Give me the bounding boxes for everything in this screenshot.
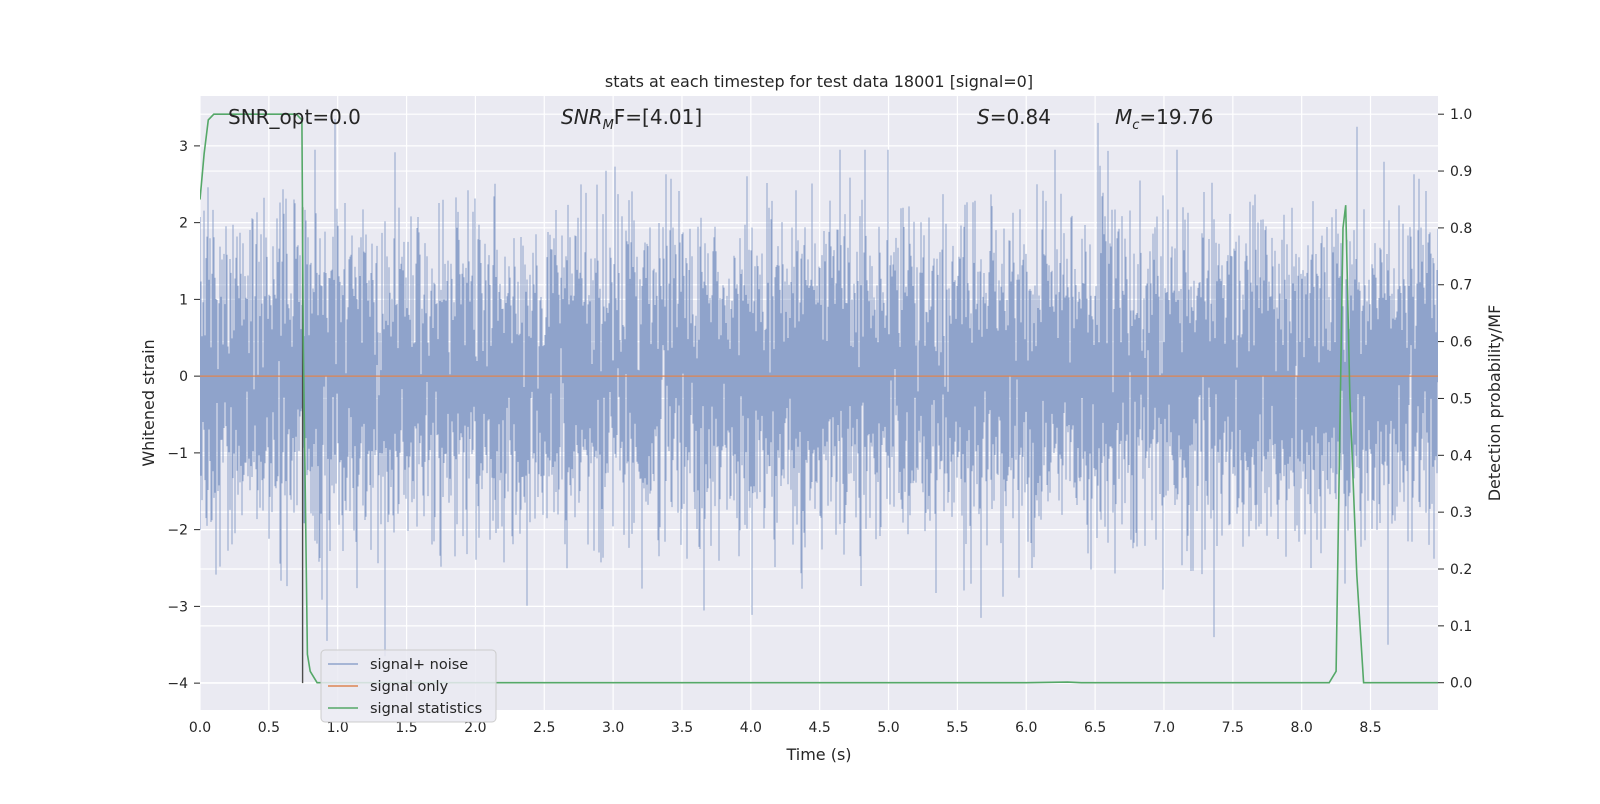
annotation-s-label: S [977, 105, 990, 129]
annotation-snr-mf: SNRMF=[4.01] [561, 105, 702, 133]
x-tick-label-4: 2.0 [464, 720, 486, 736]
annotation-mc-value: =19.76 [1139, 105, 1213, 129]
y-right-tick-label-3: 0.7 [1450, 278, 1472, 294]
y-tick-label-5: −2 [167, 523, 188, 539]
y-right-tick-label-0: 1.0 [1450, 107, 1472, 123]
axis-ticks: 0.0 0.5 1.0 1.5 2.0 2.5 3.0 3.5 4.0 4.5 5.0 5.5 6.0 6… [167, 107, 1472, 736]
x-tick-label-12: 6.0 [1015, 720, 1037, 736]
y-right-tick-label-8: 0.2 [1450, 562, 1472, 578]
legend-label-signal-statistics: signal statistics [370, 701, 482, 717]
annotation-snr-opt: SNR_opt=0.0 [228, 105, 361, 129]
x-tick-label-5: 2.5 [533, 720, 555, 736]
x-tick-label-8: 4.0 [740, 720, 762, 736]
y-right-tick-label-9: 0.1 [1450, 619, 1472, 635]
signal-noise-series [200, 119, 1438, 657]
x-tick-label-2: 1.0 [327, 720, 349, 736]
y-tick-label-2: 1 [179, 292, 188, 308]
legend-label-signal-only: signal only [370, 679, 449, 695]
y-tick-label-4: −1 [167, 446, 188, 462]
annotation-mc-sub: c [1132, 118, 1139, 133]
chart-title: stats at each timestep for test data 180… [605, 72, 1033, 91]
x-tick-label-1: 0.5 [258, 720, 280, 736]
y-right-tick-label-5: 0.5 [1450, 391, 1472, 407]
y-right-tick-label-4: 0.6 [1450, 335, 1472, 351]
y-tick-label-3: 0 [179, 369, 188, 385]
annotation-snr-mf-label: SNR [561, 105, 603, 129]
x-tick-label-7: 3.5 [671, 720, 693, 736]
y-axis-right-label: Detection probability/MF [1485, 305, 1504, 502]
series-signal-plus-noise [200, 119, 1438, 657]
legend: signal+ noise signal only signal statist… [320, 649, 497, 723]
y-tick-label-6: −3 [167, 599, 188, 615]
y-right-tick-label-7: 0.3 [1450, 505, 1472, 521]
x-tick-label-17: 8.5 [1359, 720, 1381, 736]
x-tick-label-14: 7.0 [1153, 720, 1175, 736]
annotation-s-value: =0.84 [990, 105, 1051, 129]
x-tick-label-16: 8.0 [1291, 720, 1313, 736]
x-tick-label-9: 4.5 [809, 720, 831, 736]
y-right-tick-label-2: 0.8 [1450, 221, 1472, 237]
annotation-s: S=0.84 [977, 105, 1051, 129]
x-axis-label: Time (s) [785, 745, 851, 764]
x-tick-label-10: 5.0 [877, 720, 899, 736]
legend-label-signal-plus-noise: signal+ noise [370, 657, 468, 673]
annotation-snr-mf-sub: M [603, 118, 614, 133]
x-tick-label-3: 1.5 [395, 720, 417, 736]
x-tick-label-6: 3.0 [602, 720, 624, 736]
annotation-snr-mf-value: F=[4.01] [614, 105, 702, 129]
y-right-tick-label-10: 0.0 [1450, 676, 1472, 692]
annotation-mc: Mc=19.76 [1115, 105, 1213, 133]
y-tick-label-7: −4 [167, 676, 188, 692]
y-tick-label-0: 3 [179, 139, 188, 155]
y-axis-label: Whitened strain [139, 339, 158, 466]
annotation-mc-label: M [1115, 105, 1132, 129]
x-tick-label-13: 6.5 [1084, 720, 1106, 736]
legend-box [320, 649, 497, 723]
y-right-tick-label-6: 0.4 [1450, 448, 1472, 464]
y-right-tick-label-1: 0.9 [1450, 164, 1472, 180]
x-tick-label-11: 5.5 [946, 720, 968, 736]
x-tick-label-0: 0.0 [189, 720, 211, 736]
y-tick-label-1: 2 [179, 216, 188, 232]
x-tick-label-15: 7.5 [1222, 720, 1244, 736]
